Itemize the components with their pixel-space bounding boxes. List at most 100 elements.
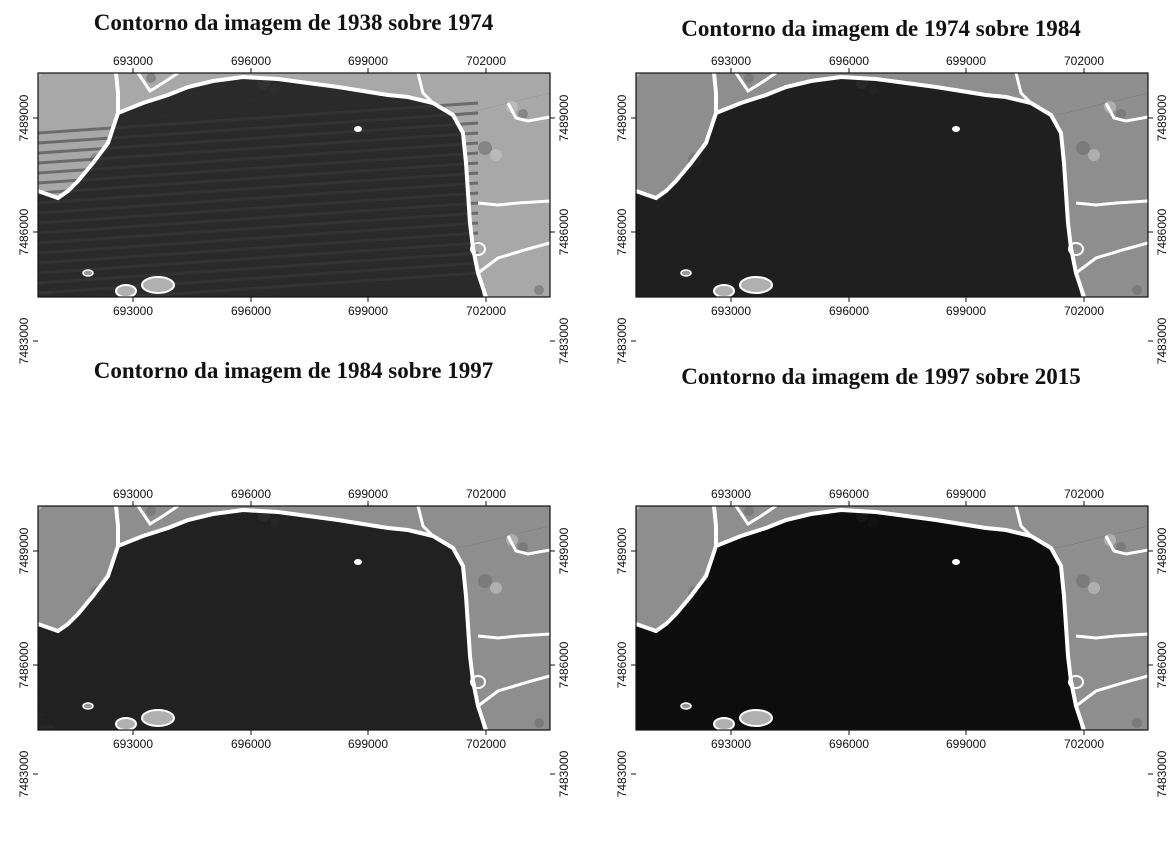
y-tick-label-left: 7486000 <box>615 208 629 255</box>
map-panel-1938-1974: Contorno da imagem de 1938 sobre 1974 69… <box>0 0 587 430</box>
x-tick-label-top: 702000 <box>466 54 506 68</box>
y-tick-label-left: 7489000 <box>17 94 31 141</box>
contour-line <box>636 506 718 634</box>
x-tick-label-top: 702000 <box>1064 54 1104 68</box>
x-tick-label-bottom: 696000 <box>829 304 869 318</box>
land-area <box>1051 526 1148 730</box>
contour-line <box>38 506 120 634</box>
land-area <box>636 506 716 631</box>
land-area <box>714 506 1148 548</box>
island <box>115 284 137 297</box>
map-panel-1984-1997: Contorno da imagem de 1984 sobre 1997 69… <box>0 358 587 860</box>
panel-title: Contorno da imagem de 1974 sobre 1984 <box>681 16 1081 41</box>
map-2: 693000 693000 696000 696000 699000 699000 7020… <box>615 54 1169 364</box>
x-tick-label-bottom: 702000 <box>1064 737 1104 751</box>
x-tick-label-top: 696000 <box>231 487 271 501</box>
land-area <box>116 506 550 548</box>
island <box>141 276 175 294</box>
map-border <box>635 505 1149 731</box>
x-tick-label-top: 693000 <box>711 487 751 501</box>
y-tick-label-left: 7489000 <box>615 94 629 141</box>
map-frame: 693000 693000 696000 696000 699000 699000 7020… <box>615 487 1169 797</box>
map-border <box>37 72 551 298</box>
x-tick-label-bottom: 696000 <box>829 737 869 751</box>
land-area <box>714 73 1148 115</box>
island <box>739 276 773 294</box>
map-frame: 693000 693000 696000 696000 699000 699000 7020… <box>17 487 571 797</box>
x-tick-label-bottom: 702000 <box>466 304 506 318</box>
panel-title: Contorno da imagem de 1984 sobre 1997 <box>93 358 494 383</box>
y-tick-label-right: 7486000 <box>1155 641 1169 688</box>
x-tick-label-bottom: 696000 <box>231 737 271 751</box>
y-tick-label-left: 7483000 <box>615 750 629 797</box>
x-tick-label-bottom: 693000 <box>113 304 153 318</box>
x-tick-label-bottom: 693000 <box>113 737 153 751</box>
x-tick-label-top: 702000 <box>1064 487 1104 501</box>
y-tick-label-left: 7486000 <box>17 641 31 688</box>
contour-line <box>636 73 718 201</box>
y-tick-label-left: 7489000 <box>615 527 629 574</box>
y-tick-label-right: 7486000 <box>557 641 571 688</box>
y-tick-label-left: 7483000 <box>17 317 31 364</box>
x-tick-label-top: 699000 <box>946 487 986 501</box>
contour-line <box>117 74 488 297</box>
map-panel-1974-1984: Contorno da imagem de 1974 sobre 1984 69… <box>587 0 1175 430</box>
contour-line <box>715 507 1086 730</box>
x-tick-label-top: 696000 <box>231 54 271 68</box>
x-tick-label-top: 702000 <box>466 487 506 501</box>
contour-line <box>715 74 1086 297</box>
island <box>141 709 175 727</box>
panel-title: Contorno da imagem de 1938 sobre 1974 <box>93 10 494 35</box>
y-tick-label-right: 7489000 <box>1155 527 1169 574</box>
x-tick-label-bottom: 699000 <box>348 304 388 318</box>
x-tick-label-top: 693000 <box>113 54 153 68</box>
y-tick-label-right: 7489000 <box>557 527 571 574</box>
x-tick-label-top: 696000 <box>829 487 869 501</box>
y-tick-label-left: 7483000 <box>17 750 31 797</box>
x-tick-label-top: 699000 <box>348 54 388 68</box>
x-tick-label-bottom: 699000 <box>946 737 986 751</box>
y-tick-label-left: 7483000 <box>615 317 629 364</box>
y-tick-label-right: 7486000 <box>557 208 571 255</box>
island <box>739 709 773 727</box>
map-border <box>635 72 1149 298</box>
island <box>115 717 137 730</box>
y-tick-label-right: 7483000 <box>557 317 571 364</box>
x-tick-label-bottom: 702000 <box>1064 304 1104 318</box>
x-tick-label-bottom: 696000 <box>231 304 271 318</box>
map-3: 693000 693000 696000 696000 699000 699000 7020… <box>17 487 571 797</box>
x-tick-label-top: 699000 <box>946 54 986 68</box>
land-area <box>453 526 550 730</box>
map-border <box>37 505 551 731</box>
x-tick-label-bottom: 693000 <box>711 737 751 751</box>
x-tick-label-top: 693000 <box>711 54 751 68</box>
y-tick-label-right: 7483000 <box>1155 317 1169 364</box>
land-area <box>38 73 118 198</box>
y-tick-label-right: 7489000 <box>557 94 571 141</box>
y-tick-label-right: 7486000 <box>1155 208 1169 255</box>
land-area <box>1051 93 1148 297</box>
island <box>713 717 735 730</box>
y-tick-label-left: 7486000 <box>17 208 31 255</box>
land-area <box>38 506 118 631</box>
island <box>713 284 735 297</box>
panel-title: Contorno da imagem de 1997 sobre 2015 <box>681 364 1081 389</box>
map-4: 693000 693000 696000 696000 699000 699000 7020… <box>615 487 1169 797</box>
y-tick-label-right: 7483000 <box>557 750 571 797</box>
y-tick-label-left: 7486000 <box>615 641 629 688</box>
map-frame: 693000 693000 696000 696000 699000 699000 7020… <box>17 54 571 364</box>
x-tick-label-bottom: 699000 <box>348 737 388 751</box>
y-tick-label-right: 7489000 <box>1155 94 1169 141</box>
x-tick-label-top: 693000 <box>113 487 153 501</box>
x-tick-label-bottom: 699000 <box>946 304 986 318</box>
land-area <box>636 73 716 198</box>
x-tick-label-top: 699000 <box>348 487 388 501</box>
x-tick-label-bottom: 693000 <box>711 304 751 318</box>
contour-line <box>117 507 488 730</box>
map-frame: 693000 693000 696000 696000 699000 699000 7020… <box>615 54 1169 364</box>
contour-line <box>38 73 120 201</box>
map-1: 693000 693000 696000 696000 699000 699000 7020… <box>17 54 571 364</box>
y-tick-label-left: 7489000 <box>17 527 31 574</box>
map-panel-1997-2015: Contorno da imagem de 1997 sobre 2015 69… <box>587 364 1175 860</box>
x-tick-label-bottom: 702000 <box>466 737 506 751</box>
